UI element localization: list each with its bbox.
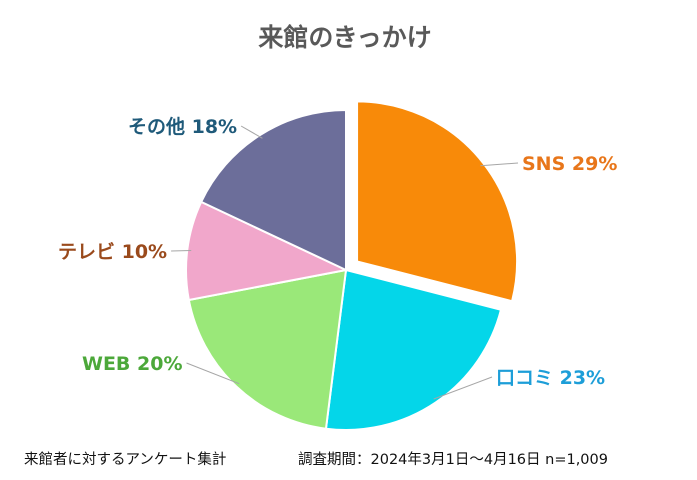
data-label-web: WEB 20% <box>82 353 183 375</box>
chart-title: 来館のきっかけ <box>258 23 431 52</box>
leader-lines <box>171 125 519 400</box>
data-label-kuchikomi: 口コミ 23% <box>496 367 605 389</box>
leader-line-other <box>240 125 263 139</box>
pie-slice-tv <box>185 200 350 302</box>
pie-slice-sns <box>356 100 519 303</box>
data-label-tv: テレビ 10% <box>58 241 167 263</box>
pie-slice-web <box>187 268 348 430</box>
data-label-sns: SNS 29% <box>522 153 617 175</box>
pie-slices <box>185 100 519 431</box>
footer-note: 来館者に対するアンケート集計 <box>24 451 226 468</box>
pie-slice-other <box>199 108 347 272</box>
data-label-other: その他 18% <box>128 115 237 138</box>
leader-line-sns <box>480 162 519 167</box>
leader-line-kuchikomi <box>433 376 493 400</box>
survey-period: 調査期間：2024年3月1日～4月16日 n=1,009 <box>298 451 608 468</box>
pie-slice-kuchikomi <box>324 268 503 431</box>
leader-line-web <box>186 362 240 385</box>
leader-line-tv <box>171 249 192 252</box>
